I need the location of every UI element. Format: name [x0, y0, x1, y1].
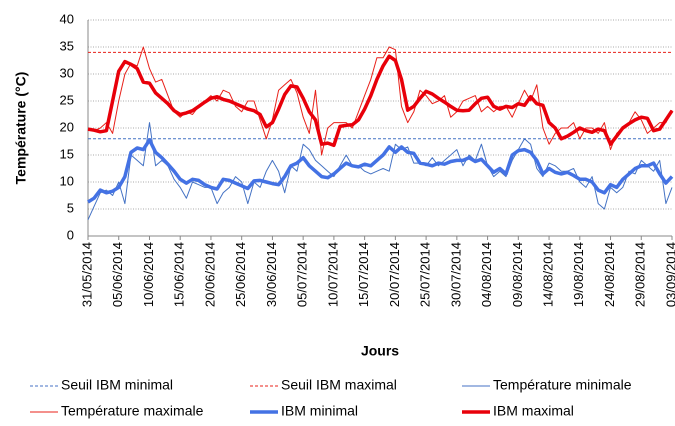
x-tick-label: 03/09/2014: [663, 242, 675, 307]
x-tick-label: 29/08/2014: [633, 242, 648, 307]
legend-label: Température minimale: [493, 377, 632, 393]
series-line: [87, 122, 673, 221]
x-tick-label: 10/07/2014: [325, 242, 340, 307]
x-tick-label: 15/07/2014: [356, 242, 371, 307]
y-axis-title: Température (°C): [13, 72, 29, 185]
series-line: [87, 138, 674, 204]
x-tick-label: 19/08/2014: [571, 242, 586, 307]
x-tick-label: 31/05/2014: [79, 242, 94, 307]
legend-label: IBM maximal: [493, 403, 574, 419]
legend-label: Température maximale: [61, 403, 204, 419]
x-tick-label: 25/07/2014: [418, 242, 433, 307]
x-tick-label: 30/07/2014: [448, 242, 463, 307]
legend-label: Seuil IBM maximal: [281, 377, 397, 393]
series-line: [87, 54, 674, 148]
x-tick-label: 14/08/2014: [540, 242, 555, 307]
y-tick-label: 25: [60, 92, 74, 107]
legend-label: Seuil IBM minimal: [61, 377, 173, 393]
y-tick-label: 10: [60, 173, 74, 188]
y-tick-label: 20: [60, 119, 74, 134]
x-tick-label: 05/07/2014: [295, 242, 310, 307]
x-tick-label: 04/08/2014: [479, 242, 494, 307]
x-tick-label: 05/06/2014: [110, 242, 125, 307]
x-tick-label: 24/08/2014: [602, 242, 617, 307]
x-tick-label: 30/06/2014: [264, 242, 279, 307]
y-tick-label: 15: [60, 146, 74, 161]
x-tick-label: 25/06/2014: [233, 242, 248, 307]
legend-label: IBM minimal: [281, 403, 358, 419]
y-tick-label: 0: [67, 227, 74, 242]
x-tick-label: 20/06/2014: [202, 242, 217, 307]
x-tick-label: 09/08/2014: [510, 242, 525, 307]
x-tick-label: 20/07/2014: [387, 242, 402, 307]
y-tick-label: 5: [67, 200, 74, 215]
x-tick-label: 10/06/2014: [141, 242, 156, 307]
x-tick-label: 15/06/2014: [172, 242, 187, 307]
y-tick-label: 35: [60, 38, 74, 53]
y-tick-label: 30: [60, 65, 74, 80]
y-tick-label: 40: [60, 11, 74, 26]
x-axis-title: Jours: [361, 343, 399, 359]
